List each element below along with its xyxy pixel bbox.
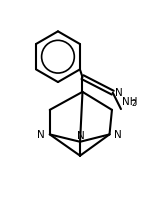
- Text: N: N: [77, 130, 85, 140]
- Text: N: N: [114, 129, 122, 139]
- Text: NH: NH: [122, 97, 137, 107]
- Text: N: N: [37, 129, 45, 139]
- Text: 2: 2: [131, 99, 136, 108]
- Text: N: N: [115, 87, 123, 97]
